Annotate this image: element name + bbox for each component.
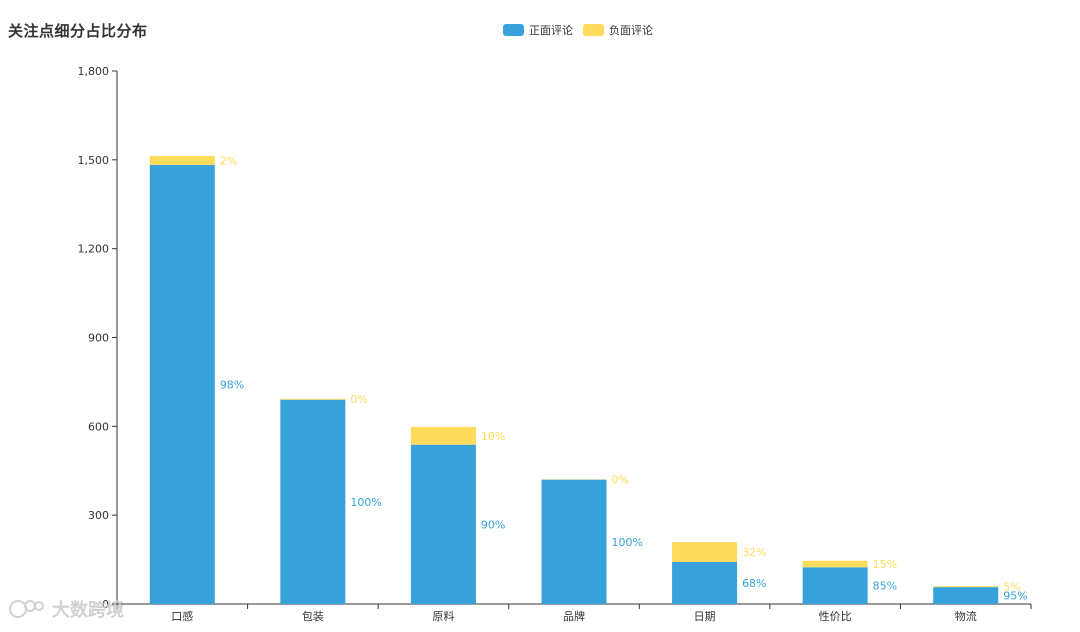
x-category-label: 原料 [432, 609, 454, 623]
data-label-positive: 98% [220, 378, 244, 391]
legend-label-negative: 负面评论 [609, 24, 653, 37]
data-label-negative: 0% [350, 393, 367, 406]
chart-title: 关注点细分占比分布 [8, 22, 148, 40]
data-label-positive: 68% [742, 577, 766, 590]
bar-positive[interactable] [933, 587, 999, 604]
watermark-logo-icon [9, 600, 44, 618]
bar-positive[interactable] [149, 164, 215, 604]
data-label-positive: 90% [481, 518, 505, 531]
data-label-positive: 85% [873, 580, 897, 593]
legend-item-negative[interactable]: 负面评论 [583, 22, 653, 38]
legend-label-positive: 正面评论 [529, 24, 573, 37]
watermark: 大数跨境 [8, 596, 124, 622]
bar-negative[interactable] [149, 155, 215, 165]
y-tick-label: 1,500 [78, 154, 110, 167]
y-tick-label: 300 [88, 509, 109, 522]
bar-positive[interactable] [541, 479, 607, 604]
bar-negative[interactable] [802, 560, 868, 568]
y-tick-label: 900 [88, 332, 109, 345]
data-label-negative: 10% [481, 430, 505, 443]
y-tick-label: 1,800 [78, 65, 110, 78]
x-category-label: 物流 [955, 609, 977, 623]
data-label-negative: 5% [1003, 581, 1020, 594]
bar-negative[interactable] [672, 542, 738, 562]
bar-negative[interactable] [933, 586, 999, 588]
data-label-positive: 100% [612, 536, 643, 549]
y-tick-label: 600 [88, 420, 109, 433]
legend-swatch-negative [583, 24, 604, 36]
bar-positive[interactable] [280, 399, 346, 604]
x-category-label: 包装 [302, 610, 324, 623]
legend-swatch-positive [503, 24, 524, 36]
data-label-negative: 0% [612, 473, 629, 486]
x-category-label: 品牌 [563, 609, 585, 623]
y-tick-label: 1,200 [78, 243, 110, 256]
watermark-text: 大数跨境 [52, 600, 124, 621]
data-label-negative: 2% [220, 154, 237, 167]
x-category-label: 性价比 [819, 609, 852, 623]
data-label-negative: 32% [742, 546, 766, 559]
legend-item-positive[interactable]: 正面评论 [503, 22, 573, 38]
bar-positive[interactable] [410, 444, 476, 604]
bar-negative[interactable] [280, 398, 346, 400]
y-tick-label: 0 [102, 598, 109, 611]
bar-negative[interactable] [410, 426, 476, 445]
data-label-positive: 95% [1003, 590, 1027, 603]
data-label-positive: 100% [350, 496, 381, 509]
data-label-negative: 15% [873, 558, 897, 571]
bar-positive[interactable] [672, 561, 738, 604]
bar-positive[interactable] [802, 567, 868, 604]
legend: 正面评论 负面评论 [503, 22, 663, 38]
x-category-label: 口感 [171, 610, 193, 623]
x-category-label: 日期 [694, 610, 716, 623]
